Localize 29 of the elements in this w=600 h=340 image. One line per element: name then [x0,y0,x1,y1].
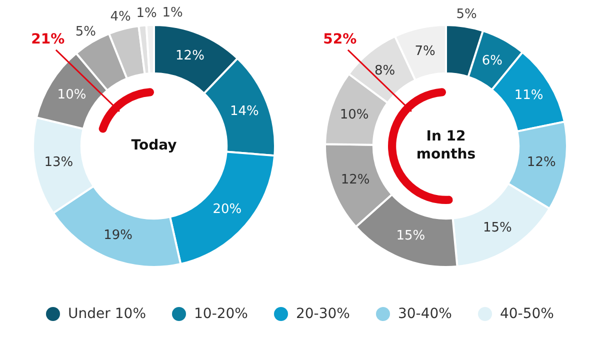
data-label: 1% [162,5,183,20]
legend-label: Under 10% [68,306,146,322]
data-label: 6% [482,53,503,68]
data-label: 7% [414,44,436,59]
legend-label: 40-50% [500,306,554,322]
legend-label: 10-20% [194,306,248,322]
data-label: 20% [212,202,242,217]
data-label: 8% [374,63,396,78]
data-label: 10% [57,87,86,102]
data-label: 52% [323,32,357,48]
data-label: 14% [230,104,259,119]
data-label: 12% [176,48,204,64]
data-label: 4% [110,10,131,25]
data-label: 5% [75,24,96,40]
data-label: 21% [31,32,65,48]
data-label: 12% [340,172,370,188]
data-label: 5% [456,6,477,22]
text: In 12 months [416,128,476,163]
text: Today [131,138,177,154]
data-label: 15% [482,220,512,236]
data-label: 13% [44,155,74,170]
data-label: 15% [396,228,426,244]
data-label: 19% [104,228,132,244]
legend-label: 20-30% [296,306,350,322]
data-label: 1% [136,6,157,21]
legend-label: 30-40% [398,306,452,322]
data-label: 10% [340,107,369,122]
data-label: 11% [514,88,544,104]
data-label: 12% [526,154,556,170]
